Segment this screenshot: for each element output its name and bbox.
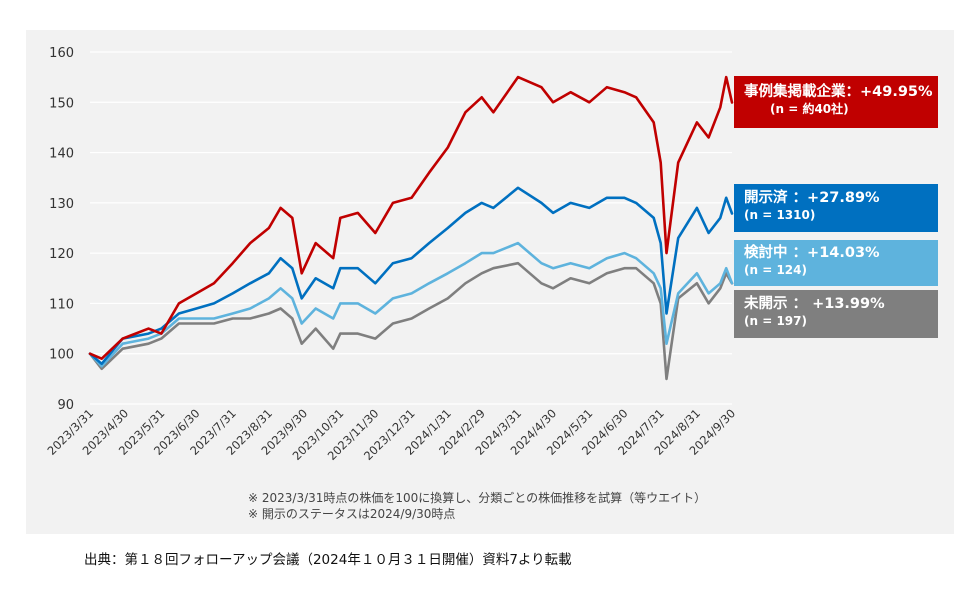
y-tick-label: 90 (57, 398, 74, 413)
legend-sublabel: (n = 約40社) (770, 102, 849, 116)
y-tick-label: 130 (49, 197, 74, 212)
legend-label: 未開示 ： +13.99% (744, 296, 885, 312)
legend-sublabel: (n = 1310) (744, 208, 816, 222)
footnote-2: ※ 開示のステータスは2024/9/30時点 (248, 507, 456, 521)
x-axis: 2023/3/312023/4/302023/5/312023/6/302023… (45, 406, 739, 463)
y-axis: 90 100 110 120 130 140 150 160 (49, 46, 74, 413)
y-tick-label: 100 (49, 348, 74, 363)
series-line-0 (88, 75, 734, 361)
y-tick-label: 160 (49, 46, 74, 61)
footnote-1: ※ 2023/3/31時点の株価を100に換算し、分類ごとの株価推移を試算（等ウ… (248, 491, 707, 505)
series-line-1 (88, 186, 734, 366)
y-tick-label: 150 (49, 96, 74, 111)
legend-sublabel: (n = 124) (744, 263, 807, 277)
legend-considering: 検討中 ：+14.03% (n = 124) (734, 240, 938, 286)
legend-sublabel: (n = 197) (744, 314, 807, 328)
series-line-2 (88, 241, 734, 368)
legend-disclosed-event: 事例集掲載企業：+49.95% (n = 約40社) (734, 76, 938, 128)
legend-disclosed: 開示済 ：+27.89% (n = 1310) (734, 184, 938, 232)
legend-label: 検討中 ：+14.03% (744, 245, 880, 261)
legend-label: 開示済 ：+27.89% (744, 190, 880, 206)
y-tick-label: 110 (49, 297, 74, 312)
grid-lines (90, 51, 732, 405)
y-tick-label: 120 (49, 247, 74, 262)
legend-undisclosed: 未開示 ： +13.99% (n = 197) (734, 290, 938, 338)
series-line-3 (88, 261, 734, 381)
series-lines (88, 75, 734, 381)
line-chart: 90 100 110 120 130 140 150 160 2023/3/312023/4/… (45, 46, 739, 463)
footnotes: ※ 2023/3/31時点の株価を100に換算し、分類ごとの株価推移を試算（等ウ… (248, 490, 706, 522)
source-credit: 出典：第１８回フォローアップ会議（2024年１０月３１日開催）資料7より転載 (84, 552, 572, 568)
legend-label: 事例集掲載企業：+49.95% (744, 84, 933, 100)
y-tick-label: 140 (49, 147, 74, 162)
